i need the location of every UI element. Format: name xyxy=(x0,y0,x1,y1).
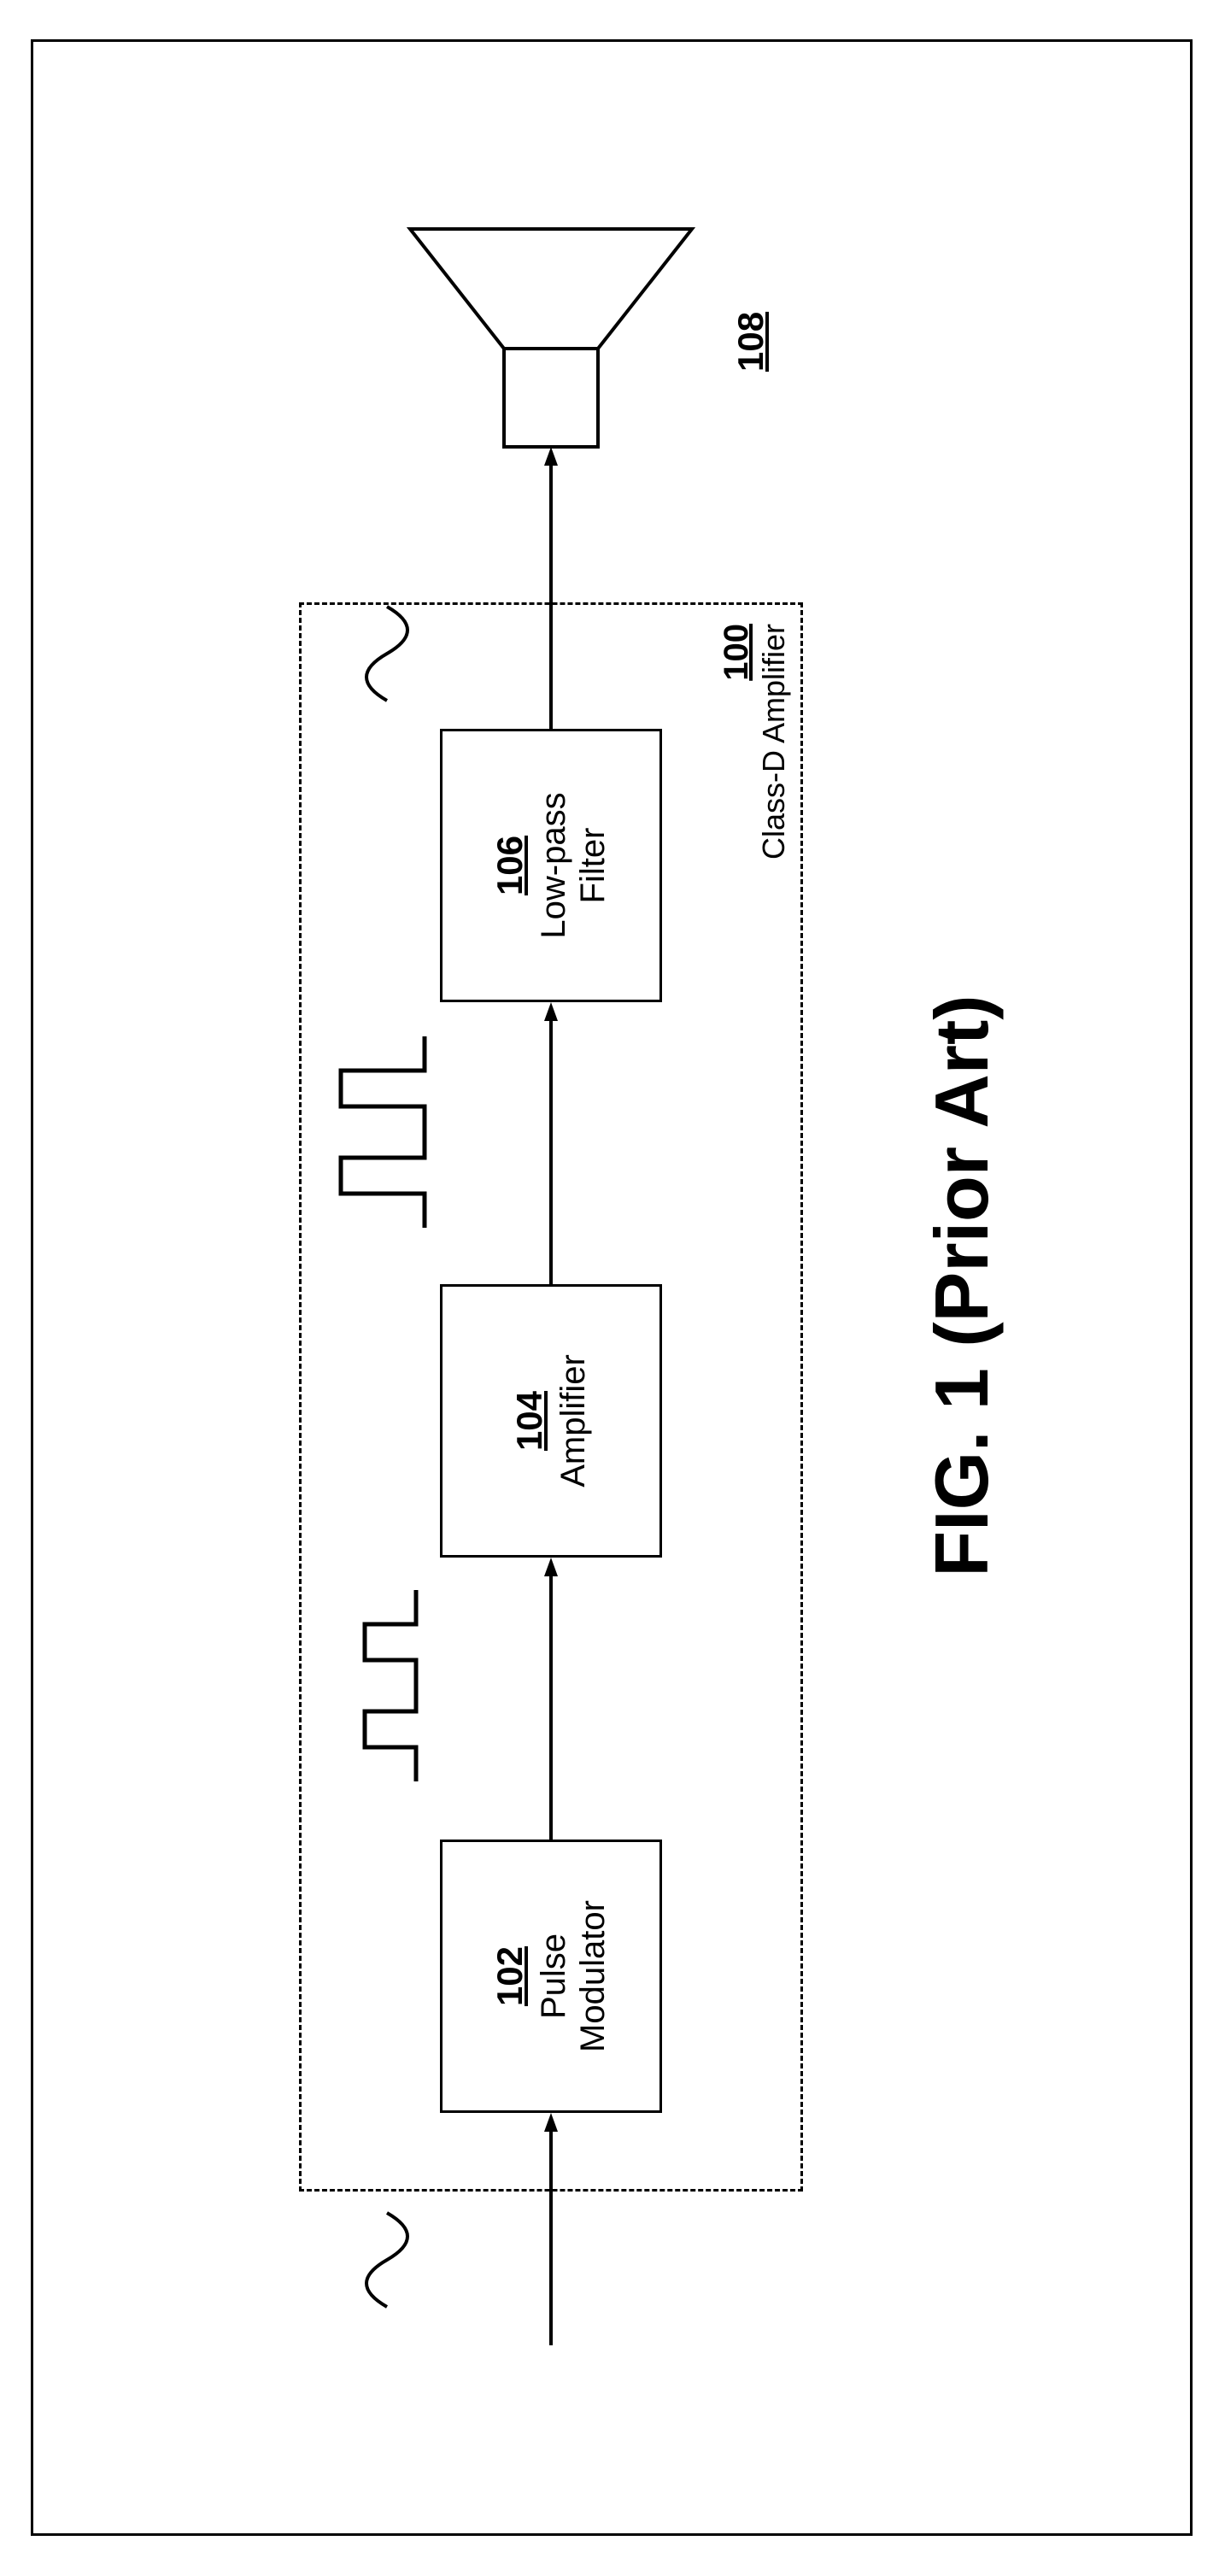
sine-input-wave xyxy=(366,2213,407,2307)
figure-title: FIG. 1 (Prior Art) xyxy=(918,995,1005,1576)
speaker-icon xyxy=(410,229,692,447)
diagram-stage: 100Class-D Amplifier102PulseModulator104… xyxy=(115,158,1123,2414)
pulse-large-wave xyxy=(341,1036,425,1228)
sine-output-wave xyxy=(366,607,407,701)
speaker-ref: 108 xyxy=(730,312,771,372)
filter-to-speaker-arrow xyxy=(544,447,558,729)
input-to-modulator-arrow xyxy=(544,2113,558,2345)
modulator-to-amp-arrow xyxy=(544,1558,558,1840)
amp-to-filter-arrow xyxy=(544,1002,558,1284)
pulse-small-wave xyxy=(365,1590,416,1781)
